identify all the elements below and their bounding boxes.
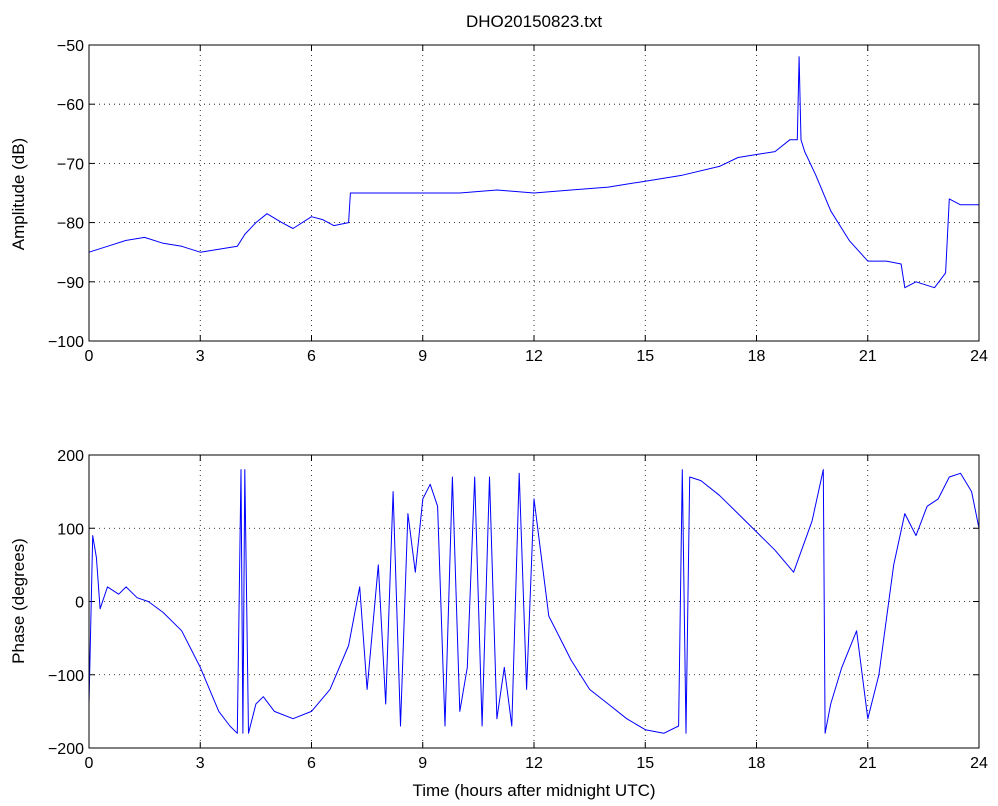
amplitude-y-tick-label: −50 xyxy=(57,38,84,55)
amplitude-axes-frame xyxy=(88,44,980,342)
amplitude-series-line xyxy=(88,56,979,289)
phase-y-tick-label: 200 xyxy=(57,448,84,465)
amplitude-x-tick-label: 15 xyxy=(636,348,654,365)
phase-y-tick-label: 100 xyxy=(57,521,84,538)
amplitude-x-tick-label: 9 xyxy=(418,348,427,365)
phase-x-tick-label: 3 xyxy=(196,755,205,772)
phase-y-tick-label: −200 xyxy=(48,741,84,758)
amplitude-y-tick-label: −100 xyxy=(48,334,84,351)
amplitude-x-tick-label: 18 xyxy=(748,348,766,365)
phase-x-tick-label: 18 xyxy=(748,755,766,772)
amplitude-x-tick-label: 6 xyxy=(307,348,316,365)
chart-title: DHO20150823.txt xyxy=(466,12,602,31)
phase-series-line xyxy=(88,469,980,734)
phase-x-tick-label: 12 xyxy=(525,755,543,772)
phase-x-tick-label: 9 xyxy=(418,755,427,772)
phase-x-tick-label: 21 xyxy=(859,755,877,772)
amplitude-y-tick-label: −80 xyxy=(57,216,84,233)
phase-x-tick-label: 6 xyxy=(307,755,316,772)
phase-x-axis-label: Time (hours after midnight UTC) xyxy=(412,781,655,800)
amplitude-y-tick-label: −60 xyxy=(57,97,84,114)
phase-axes-frame xyxy=(88,454,980,749)
phase-y-axis-label: Phase (degrees) xyxy=(9,538,28,664)
amplitude-y-tick-label: −70 xyxy=(57,156,84,173)
amplitude-plot: 0 3 6 9 12 15 18 21 24 −50 −60 −70 −80 −90 −100 xyxy=(48,38,988,365)
amplitude-x-tick-label: 21 xyxy=(859,348,877,365)
phase-y-tick-label: 0 xyxy=(75,595,84,612)
amplitude-x-tick-label: 3 xyxy=(196,348,205,365)
phase-y-tick-label: −100 xyxy=(48,668,84,685)
phase-x-tick-label: 15 xyxy=(636,755,654,772)
amplitude-x-tick-label: 12 xyxy=(525,348,543,365)
amplitude-y-axis-label: Amplitude (dB) xyxy=(9,138,28,250)
phase-x-tick-label: 0 xyxy=(85,755,94,772)
phase-x-tick-label: 24 xyxy=(970,755,988,772)
amplitude-x-tick-label: 0 xyxy=(85,348,94,365)
phase-plot: 0 3 6 9 12 15 18 21 24 200 100 0 −100 −200 xyxy=(48,448,988,772)
amplitude-x-tick-label: 24 xyxy=(970,348,988,365)
amplitude-y-tick-label: −90 xyxy=(57,275,84,292)
